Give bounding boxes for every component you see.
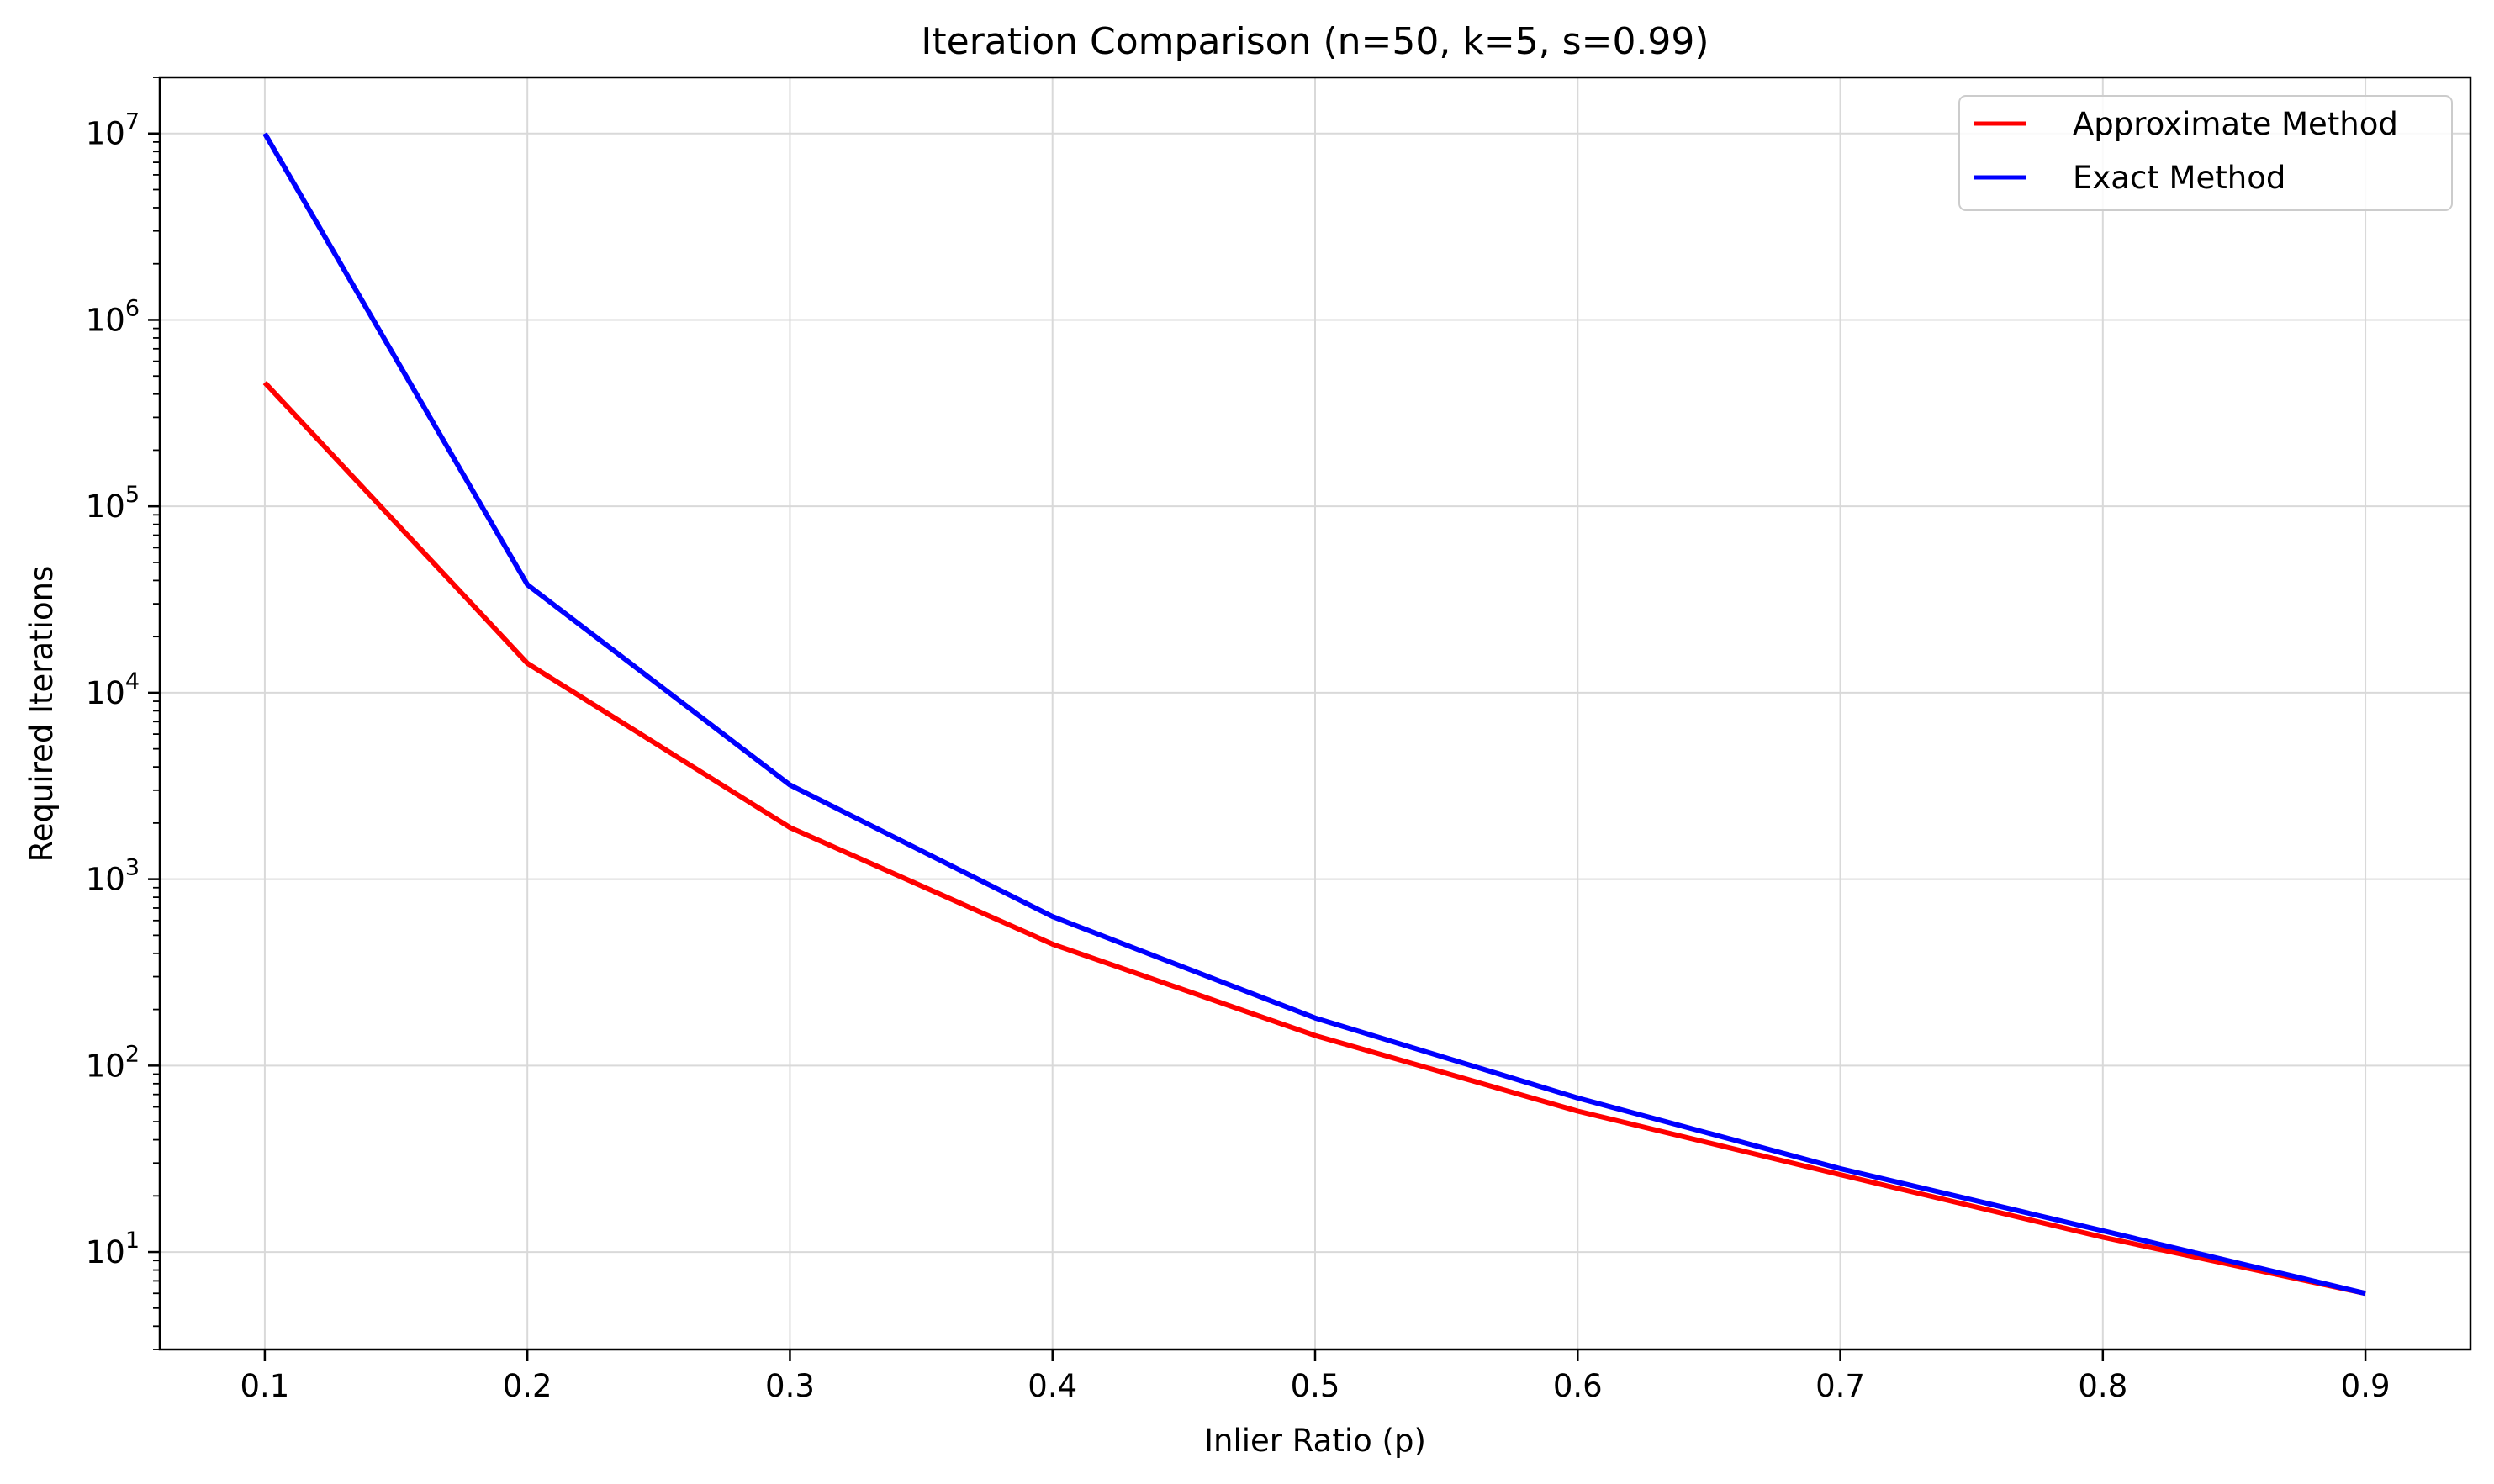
legend-label-approximate-method: Approximate Method xyxy=(2073,106,2398,142)
x-axis-ticks: 0.1 0.2 0.3 0.4 0.5 0.6 0.7 0.8 0.9 xyxy=(240,1349,2391,1404)
x-tick-label: 0.7 xyxy=(1815,1368,1865,1404)
legend: Approximate Method Exact Method xyxy=(1958,95,2453,211)
y-tick-label: 103 xyxy=(86,855,140,898)
x-tick-label: 0.1 xyxy=(240,1368,289,1404)
x-tick-label: 0.3 xyxy=(765,1368,815,1404)
series-line-approximate-method xyxy=(262,381,2366,1297)
x-tick-label: 0.9 xyxy=(2341,1368,2391,1404)
x-tick-label: 0.8 xyxy=(2078,1368,2127,1404)
legend-label-exact-method: Exact Method xyxy=(2073,160,2285,196)
series-lines xyxy=(262,132,2366,1297)
x-tick-label: 0.6 xyxy=(1553,1368,1603,1404)
legend-box xyxy=(1958,95,2453,211)
x-axis-label: Inlier Ratio (p) xyxy=(1204,1423,1426,1459)
series-line-exact-method xyxy=(262,132,2366,1297)
x-tick-label: 0.2 xyxy=(503,1368,552,1404)
chart-title: Iteration Comparison (n=50, k=5, s=0.99) xyxy=(921,20,1709,63)
grid xyxy=(160,77,2470,1349)
x-tick-label: 0.4 xyxy=(1028,1368,1077,1404)
x-tick-label: 0.5 xyxy=(1291,1368,1340,1404)
y-axis-label: Required Iterations xyxy=(24,566,60,863)
